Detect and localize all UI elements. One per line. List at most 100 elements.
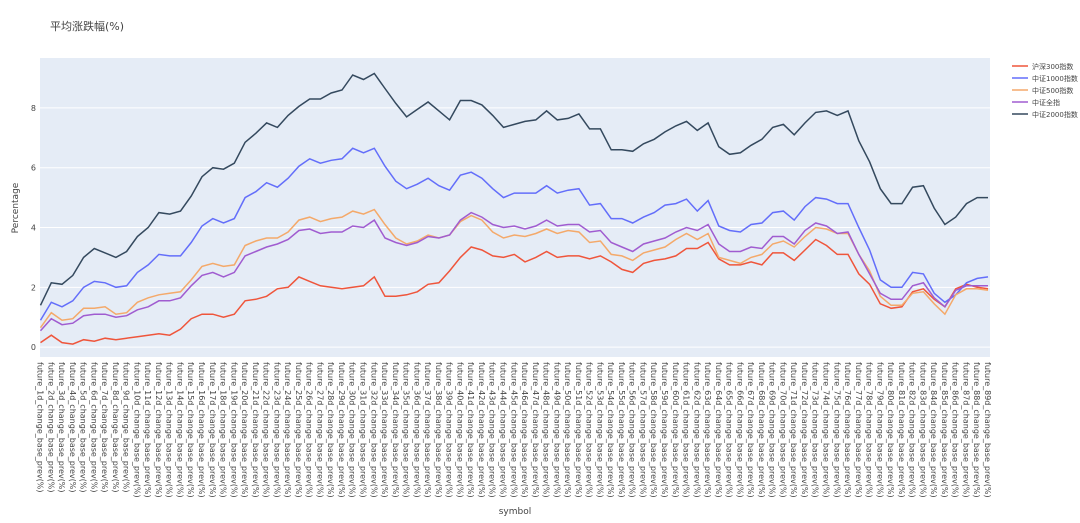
x-tick-label: future_68d_change_base_prev(%) xyxy=(757,362,766,498)
x-tick-label: future_10d_change_base_prev(%) xyxy=(132,362,141,498)
x-tick-label: future_41d_change_base_prev(%) xyxy=(466,362,475,498)
series-line xyxy=(39,211,988,332)
x-tick-label: future_84d_change_base_prev(%) xyxy=(929,362,938,498)
x-tick-label: future_19d_change_base_prev(%) xyxy=(229,362,238,498)
x-tick-label: future_3d_change_base_prev(%) xyxy=(57,362,66,493)
x-tick-label: future_28d_change_base_prev(%) xyxy=(326,362,335,498)
x-tick-label: future_46d_change_base_prev(%) xyxy=(520,362,529,498)
x-tick-label: future_38d_change_base_prev(%) xyxy=(434,362,443,498)
x-tick-label: future_12d_change_base_prev(%) xyxy=(154,362,163,498)
x-tick-label: future_87d_change_base_prev(%) xyxy=(961,362,970,498)
x-tick-label: future_5d_change_base_prev(%) xyxy=(79,362,88,493)
x-tick-label: future_56d_change_base_prev(%) xyxy=(628,362,637,498)
x-tick-label: future_8d_change_base_prev(%) xyxy=(111,362,120,493)
legend-label: 中证1000指数 xyxy=(1032,74,1078,83)
x-tick-label: future_40d_change_base_prev(%) xyxy=(455,362,464,498)
x-tick-label: future_83d_change_base_prev(%) xyxy=(918,362,927,498)
y-axis-title: Percentage xyxy=(11,182,21,233)
x-tick-label: future_32d_change_base_prev(%) xyxy=(369,362,378,498)
series-line xyxy=(39,72,988,306)
y-tick-label: 8 xyxy=(31,104,36,113)
x-tick-label: future_21d_change_base_prev(%) xyxy=(251,362,260,498)
x-tick-label: future_55d_change_base_prev(%) xyxy=(617,362,626,498)
x-tick-label: future_80d_change_base_prev(%) xyxy=(886,362,895,498)
x-tick-label: future_1d_change_base_prev(%) xyxy=(36,362,45,493)
x-tick-label: future_61d_change_base_prev(%) xyxy=(682,362,691,498)
x-tick-label: future_69d_change_base_prev(%) xyxy=(768,362,777,498)
x-tick-label: future_4d_change_base_prev(%) xyxy=(68,362,77,493)
x-tick-label: future_82d_change_base_prev(%) xyxy=(908,362,917,498)
x-tick-label: future_30d_change_base_prev(%) xyxy=(348,362,357,498)
chart-title: 平均涨跌幅(%) xyxy=(50,19,124,33)
series-line xyxy=(40,238,989,345)
x-tick-label: future_15d_change_base_prev(%) xyxy=(186,362,195,498)
x-tick-label: future_78d_change_base_prev(%) xyxy=(865,362,874,498)
y-tick-label: 0 xyxy=(31,343,36,352)
x-tick-label: future_39d_change_base_prev(%) xyxy=(445,362,454,498)
x-tick-label: future_71d_change_base_prev(%) xyxy=(789,362,798,498)
x-tick-label: future_25d_change_base_prev(%) xyxy=(294,362,303,498)
x-tick-label: future_11d_change_base_prev(%) xyxy=(143,362,152,498)
x-tick-label: future_75d_change_base_prev(%) xyxy=(832,362,841,498)
x-tick-label: future_31d_change_base_prev(%) xyxy=(359,362,368,498)
x-tick-label: future_57d_change_base_prev(%) xyxy=(638,362,647,498)
x-tick-label: future_72d_change_base_prev(%) xyxy=(800,362,809,498)
x-tick-label: future_16d_change_base_prev(%) xyxy=(197,362,206,498)
x-tick-label: future_85d_change_base_prev(%) xyxy=(940,362,949,498)
x-tick-label: future_60d_change_base_prev(%) xyxy=(671,362,680,498)
x-tick-label: future_74d_change_base_prev(%) xyxy=(821,362,830,498)
x-tick-label: future_52d_change_base_prev(%) xyxy=(585,362,594,498)
y-tick-label: 2 xyxy=(31,283,36,292)
x-tick-label: future_45d_change_base_prev(%) xyxy=(509,362,518,498)
x-tick-label: future_42d_change_base_prev(%) xyxy=(477,362,486,498)
x-tick-label: future_66d_change_base_prev(%) xyxy=(735,362,744,498)
x-tick-label: future_62d_change_base_prev(%) xyxy=(692,362,701,498)
series-line xyxy=(39,208,989,329)
x-tick-label: future_27d_change_base_prev(%) xyxy=(315,362,324,498)
x-tick-label: future_76d_change_base_prev(%) xyxy=(843,362,852,498)
x-tick-label: future_7d_change_base_prev(%) xyxy=(100,362,109,493)
x-tick-label: future_48d_change_base_prev(%) xyxy=(542,362,551,498)
x-tick-label: future_44d_change_base_prev(%) xyxy=(498,362,507,498)
x-tick-label: future_77d_change_base_prev(%) xyxy=(854,362,863,498)
x-tick-label: future_20d_change_base_prev(%) xyxy=(240,362,249,498)
x-tick-label: future_49d_change_base_prev(%) xyxy=(552,362,561,498)
x-tick-label: future_34d_change_base_prev(%) xyxy=(391,362,400,498)
legend-label: 中证500指数 xyxy=(1032,86,1073,95)
x-tick-label: future_50d_change_base_prev(%) xyxy=(563,362,572,498)
x-tick-label: future_58d_change_base_prev(%) xyxy=(649,362,658,498)
x-tick-label: future_29d_change_base_prev(%) xyxy=(337,362,346,498)
x-tick-label: future_37d_change_base_prev(%) xyxy=(423,362,432,498)
x-tick-label: future_73d_change_base_prev(%) xyxy=(811,362,820,498)
x-tick-label: future_89d_change_base_prev(%) xyxy=(983,362,992,498)
x-tick-label: future_53d_change_base_prev(%) xyxy=(595,362,604,498)
x-axis-title: symbol xyxy=(499,507,532,517)
x-tick-label: future_26d_change_base_prev(%) xyxy=(305,362,314,498)
y-tick-label: 4 xyxy=(31,224,36,233)
x-tick-label: future_59d_change_base_prev(%) xyxy=(660,362,669,498)
x-tick-label: future_47d_change_base_prev(%) xyxy=(531,362,540,498)
legend-label: 中证2000指数 xyxy=(1032,110,1078,119)
x-tick-label: future_65d_change_base_prev(%) xyxy=(725,362,734,498)
x-tick-label: future_70d_change_base_prev(%) xyxy=(778,362,787,498)
x-tick-label: future_88d_change_base_prev(%) xyxy=(972,362,981,498)
x-tick-label: future_24d_change_base_prev(%) xyxy=(283,362,292,498)
y-tick-label: 6 xyxy=(31,164,36,173)
x-tick-label: future_13d_change_base_prev(%) xyxy=(165,362,174,498)
x-tick-label: future_79d_change_base_prev(%) xyxy=(875,362,884,498)
x-tick-label: future_64d_change_base_prev(%) xyxy=(714,362,723,498)
x-tick-label: future_17d_change_base_prev(%) xyxy=(208,362,217,498)
x-tick-label: future_14d_change_base_prev(%) xyxy=(175,362,184,498)
x-tick-label: future_2d_change_base_prev(%) xyxy=(46,362,55,493)
x-tick-label: future_23d_change_base_prev(%) xyxy=(272,362,281,498)
x-tick-label: future_54d_change_base_prev(%) xyxy=(606,362,615,498)
series-line xyxy=(39,147,989,321)
x-tick-label: future_43d_change_base_prev(%) xyxy=(488,362,497,498)
x-tick-label: future_67d_change_base_prev(%) xyxy=(746,362,755,498)
x-tick-label: future_81d_change_base_prev(%) xyxy=(897,362,906,498)
x-tick-label: future_63d_change_base_prev(%) xyxy=(703,362,712,498)
x-tick-label: future_6d_change_base_prev(%) xyxy=(89,362,98,493)
x-tick-label: future_22d_change_base_prev(%) xyxy=(262,362,271,498)
x-tick-label: future_9d_change_base_prev(%) xyxy=(122,362,131,493)
